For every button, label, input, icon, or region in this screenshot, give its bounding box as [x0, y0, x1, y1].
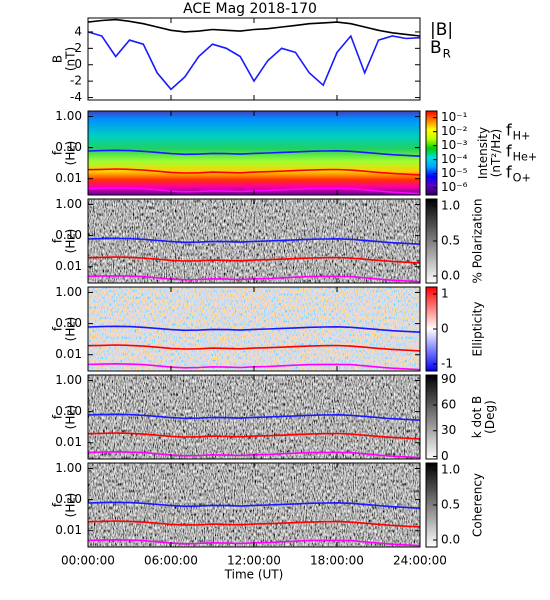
- gyrofrequency-line: [87, 168, 421, 176]
- y-tick-label: 0.01: [55, 171, 82, 185]
- colorbar-tick-label: 1.0: [441, 463, 460, 477]
- legend-label: f: [506, 163, 512, 182]
- colorbar-tick-label: 90: [441, 372, 456, 386]
- colorbar-tick-label: -1: [441, 357, 453, 371]
- plot-frame: [87, 462, 421, 548]
- gyrofrequency-line: [87, 432, 421, 440]
- y-tick-label: 0.10: [55, 492, 82, 506]
- colorbar-tick-label: 60: [441, 398, 456, 412]
- y-tick-label: -4: [70, 90, 82, 104]
- legend-label: f: [506, 142, 512, 161]
- colorbar-tick-label: 0: [441, 322, 449, 336]
- gyrofrequency-line: [87, 256, 421, 264]
- x-tick-label: 12:00:00: [227, 554, 281, 568]
- legend-subscript: H+: [513, 130, 531, 143]
- x-tick-label: 24:00:00: [393, 554, 447, 568]
- y-axis-label: f: [51, 502, 65, 507]
- y-tick-label: 0.01: [55, 259, 82, 273]
- plot-frame: [87, 110, 421, 196]
- y-axis-label: f: [51, 414, 65, 419]
- y-axis-label: f: [51, 150, 65, 155]
- y-axis-label: (Hz): [64, 493, 78, 518]
- gyrofrequency-line: [87, 501, 421, 509]
- y-tick-label: 0.10: [55, 140, 82, 154]
- colorbar-tick-label: 10⁻³: [441, 138, 468, 152]
- y-tick-label: 1.00: [55, 109, 82, 123]
- gyrofrequency-line: [87, 149, 421, 157]
- y-tick-label: 0.01: [55, 347, 82, 361]
- y-tick-label: 4: [74, 24, 82, 38]
- y-tick-label: 0.10: [55, 404, 82, 418]
- plot-frame: [87, 17, 421, 101]
- y-tick-label: 1.00: [55, 197, 82, 211]
- colorbar-tick-label: 10⁻¹: [441, 110, 468, 124]
- gyrofrequency-line: [87, 344, 421, 352]
- colorbar-tick-label: 10⁻⁶: [441, 180, 468, 194]
- y-tick-label: 1.00: [55, 373, 82, 387]
- chart-title: ACE Mag 2018-170: [183, 1, 317, 17]
- line-series: [87, 18, 421, 37]
- y-axis-label: (Hz): [64, 141, 78, 166]
- y-axis-label: f: [51, 326, 65, 331]
- colorbar-label: Intensity: [476, 127, 490, 179]
- colorbar: [425, 110, 438, 196]
- y-axis-label: f: [51, 238, 65, 243]
- y-tick-label: 1.00: [55, 285, 82, 299]
- plot-frame: [87, 286, 421, 372]
- plot-frame: [87, 198, 421, 284]
- x-axis-label: Time (UT): [224, 568, 284, 582]
- y-tick-label: 2: [74, 41, 82, 55]
- colorbar-tick-label: 1: [441, 287, 449, 301]
- legend-label: B: [430, 38, 442, 58]
- colorbar-tick-label: 0.0: [441, 533, 460, 547]
- colorbar: [425, 374, 438, 460]
- y-tick-label: 0.10: [55, 316, 82, 330]
- colorbar-tick-label: 10⁻²: [441, 124, 468, 138]
- legend-subscript: O+: [513, 172, 531, 185]
- colorbar-tick-label: 0.0: [441, 269, 460, 283]
- y-tick-label: -2: [70, 74, 82, 88]
- y-tick-label: 0.10: [55, 228, 82, 242]
- gyrofrequency-line: [87, 325, 421, 333]
- x-tick-label: 00:00:00: [61, 554, 115, 568]
- y-tick-label: 0.01: [55, 523, 82, 537]
- legend-subscript: R: [443, 46, 451, 60]
- colorbar-tick-label: 1.0: [441, 199, 460, 213]
- line-series: [87, 31, 421, 91]
- colorbar-label: % Polarization: [471, 199, 485, 284]
- colorbar-label: (nT²/Hz): [489, 129, 503, 177]
- y-axis-label: B: [51, 55, 65, 63]
- colorbar-tick-label: 30: [441, 423, 456, 437]
- colorbar-tick-label: 0.5: [441, 234, 460, 248]
- x-tick-label: 18:00:00: [310, 554, 364, 568]
- colorbar-label: Ellipticity: [471, 302, 485, 357]
- y-tick-label: 1.00: [55, 461, 82, 475]
- colorbar-tick-label: 0: [441, 449, 449, 463]
- gyrofrequency-line: [87, 520, 421, 528]
- colorbar-tick-label: 0.5: [441, 498, 460, 512]
- colorbar-label: k dot B: [470, 396, 484, 438]
- colorbar-tick-label: 10⁻⁴: [441, 152, 468, 166]
- gyrofrequency-line: [87, 237, 421, 245]
- colorbar-tick-label: 10⁻⁵: [441, 166, 468, 180]
- colorbar-label: Coherency: [471, 473, 485, 537]
- plot-frame: [87, 374, 421, 460]
- colorbar-label: (Deg): [483, 400, 497, 434]
- y-tick-label: 0: [74, 57, 82, 71]
- gyrofrequency-line: [87, 413, 421, 421]
- y-tick-label: 0.01: [55, 435, 82, 449]
- x-tick-label: 06:00:00: [144, 554, 198, 568]
- y-axis-label: (Hz): [64, 405, 78, 430]
- y-axis-label: (Hz): [64, 229, 78, 254]
- y-axis-label: (nT): [64, 47, 78, 71]
- y-axis-label: (Hz): [64, 317, 78, 342]
- legend-label: |B|: [430, 20, 453, 40]
- legend-label: f: [506, 121, 512, 140]
- legend-subscript: He+: [513, 151, 538, 164]
